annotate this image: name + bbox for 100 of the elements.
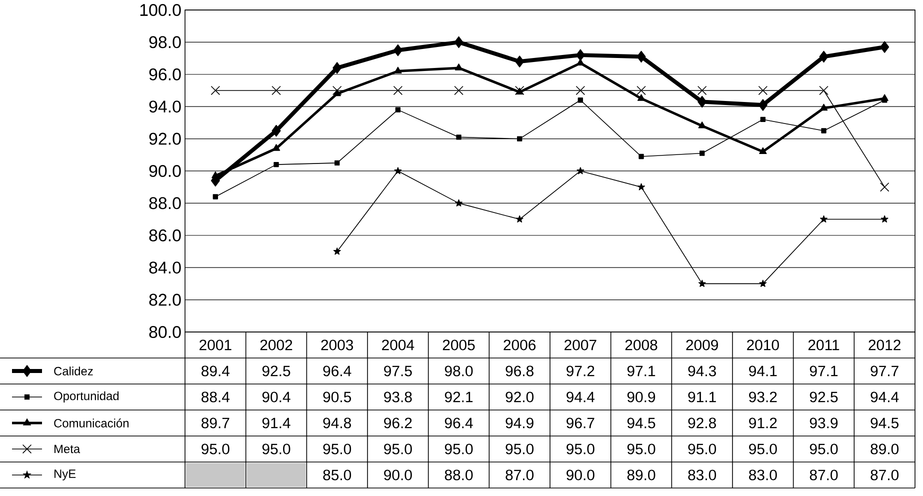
x-tick-label: 2012 bbox=[868, 340, 900, 350]
data-label: 92.5 bbox=[810, 392, 838, 402]
data-label: 87.0 bbox=[506, 470, 534, 480]
data-label: 92.5 bbox=[262, 366, 290, 376]
point bbox=[880, 215, 888, 223]
y-tick-label: 100.0 bbox=[140, 4, 181, 16]
data-label: 89.0 bbox=[627, 470, 656, 480]
y-tick-label: 84.0 bbox=[149, 262, 181, 274]
data-label: 94.8 bbox=[323, 418, 351, 428]
point bbox=[820, 104, 828, 111]
point bbox=[394, 167, 402, 174]
data-label: 94.5 bbox=[627, 418, 656, 428]
point bbox=[759, 280, 767, 287]
x-tick-label: 2007 bbox=[564, 340, 596, 350]
point bbox=[697, 86, 707, 96]
point bbox=[638, 154, 644, 160]
point bbox=[578, 98, 584, 103]
legend-label: NyE bbox=[54, 470, 76, 480]
point bbox=[332, 86, 342, 96]
data-label: 89.4 bbox=[202, 366, 230, 376]
data-label: 90.4 bbox=[262, 392, 290, 402]
data-label: 97.7 bbox=[870, 366, 898, 376]
data-label: 97.2 bbox=[566, 366, 594, 376]
y-tick-label: 88.0 bbox=[149, 197, 181, 210]
data-label: 97.1 bbox=[810, 366, 838, 376]
point bbox=[454, 64, 463, 70]
data-label: 95.0 bbox=[566, 444, 594, 454]
data-label: 94.4 bbox=[870, 392, 899, 402]
x-tick-label: 2010 bbox=[747, 340, 779, 350]
point bbox=[333, 248, 341, 255]
point bbox=[698, 122, 706, 128]
data-label: 90.9 bbox=[627, 392, 656, 402]
x-tick-label: 2005 bbox=[442, 340, 475, 350]
x-tick-label: 2008 bbox=[625, 340, 658, 350]
data-label: 93.8 bbox=[384, 392, 412, 402]
point bbox=[821, 128, 826, 134]
data-label: 96.4 bbox=[323, 366, 352, 376]
legend-label: Calidez bbox=[54, 366, 93, 376]
data-label: 83.0 bbox=[749, 470, 777, 480]
point bbox=[758, 99, 768, 111]
data-label: 92.1 bbox=[444, 392, 473, 402]
point bbox=[517, 136, 522, 142]
point bbox=[332, 62, 342, 74]
point bbox=[638, 183, 645, 190]
data-label: 94.4 bbox=[566, 392, 595, 402]
data-label: 94.5 bbox=[870, 418, 898, 428]
point bbox=[636, 50, 646, 63]
data-label: 83.0 bbox=[688, 470, 716, 480]
data-label: 90.5 bbox=[323, 392, 352, 402]
data-label: 96.8 bbox=[506, 366, 534, 376]
point bbox=[880, 94, 888, 101]
point bbox=[576, 49, 585, 61]
point bbox=[880, 182, 890, 192]
y-tick-label: 92.0 bbox=[149, 132, 181, 145]
y-tick-label: 80.0 bbox=[149, 326, 181, 338]
point bbox=[394, 66, 402, 74]
data-label: 85.0 bbox=[323, 470, 352, 480]
x-tick-label: 2001 bbox=[200, 340, 232, 350]
point bbox=[454, 86, 464, 96]
data-label: 97.5 bbox=[384, 366, 412, 376]
point bbox=[636, 86, 646, 96]
data-label: 91.1 bbox=[688, 392, 716, 402]
y-tick-label: 96.0 bbox=[149, 68, 181, 80]
legend-label: Meta bbox=[54, 444, 80, 454]
legend-label: Comunicación bbox=[54, 418, 128, 428]
point bbox=[393, 86, 403, 96]
point bbox=[820, 215, 828, 223]
legend-label: Oportunidad bbox=[54, 391, 119, 403]
point bbox=[334, 160, 340, 166]
data-label: 90.0 bbox=[566, 470, 594, 480]
data-label: 93.2 bbox=[749, 392, 777, 402]
y-tick-label: 94.0 bbox=[149, 100, 181, 113]
point bbox=[698, 96, 707, 108]
point bbox=[395, 107, 401, 112]
point bbox=[515, 56, 524, 68]
point bbox=[456, 134, 462, 140]
x-tick-label: 2006 bbox=[504, 340, 536, 350]
point bbox=[700, 150, 705, 156]
data-label: 91.4 bbox=[262, 418, 290, 428]
point bbox=[455, 199, 462, 206]
point bbox=[274, 162, 279, 168]
data-label: 88.4 bbox=[202, 392, 230, 402]
data-label: 97.1 bbox=[627, 366, 656, 376]
point bbox=[516, 215, 524, 223]
x-tick-label: 2004 bbox=[382, 340, 414, 350]
data-label: 90.0 bbox=[384, 470, 412, 480]
data-label: 87.0 bbox=[810, 470, 838, 480]
y-tick-label: 98.0 bbox=[149, 36, 181, 48]
data-label: 96.7 bbox=[566, 418, 594, 428]
point bbox=[759, 147, 767, 154]
point bbox=[576, 58, 584, 66]
data-label: 94.3 bbox=[688, 366, 716, 376]
data-label: 93.9 bbox=[810, 418, 838, 428]
data-label: 87.0 bbox=[870, 470, 899, 480]
point bbox=[576, 86, 586, 96]
data-label: 89.7 bbox=[202, 418, 230, 428]
x-tick-label: 2011 bbox=[808, 340, 840, 350]
x-tick-label: 2009 bbox=[686, 340, 718, 350]
point bbox=[272, 124, 281, 137]
data-label: 92.0 bbox=[506, 392, 534, 402]
